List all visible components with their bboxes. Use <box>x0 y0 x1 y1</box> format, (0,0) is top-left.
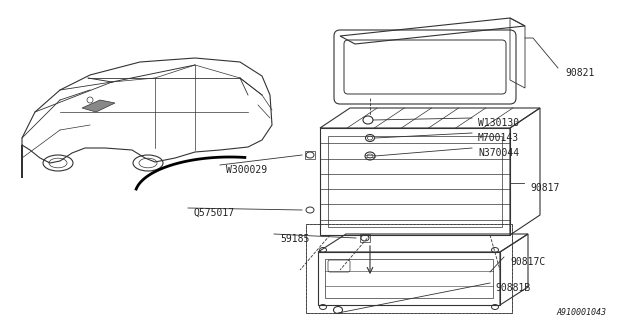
Text: A910001043: A910001043 <box>556 308 606 317</box>
Text: 90817: 90817 <box>530 183 559 193</box>
Text: M700143: M700143 <box>478 133 519 143</box>
Text: 90881B: 90881B <box>495 283 531 293</box>
Text: 59185: 59185 <box>280 234 309 244</box>
Text: W130130: W130130 <box>478 118 519 128</box>
Text: 90821: 90821 <box>565 68 595 78</box>
Text: Q575017: Q575017 <box>193 208 234 218</box>
Polygon shape <box>82 100 115 112</box>
Text: 90817C: 90817C <box>510 257 545 267</box>
Text: N370044: N370044 <box>478 148 519 158</box>
Text: W300029: W300029 <box>226 165 267 175</box>
